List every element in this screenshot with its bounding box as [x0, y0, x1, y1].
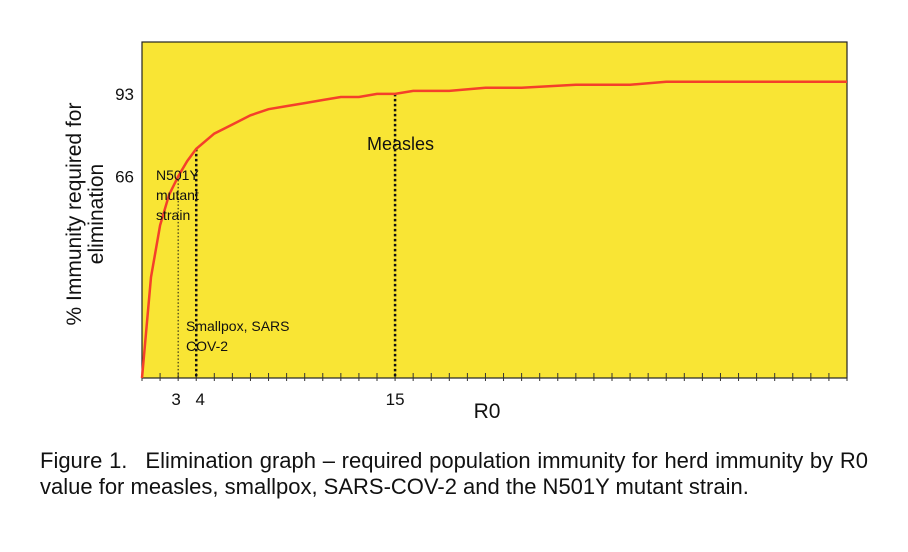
y-axis-label: % Immunity required for elimination	[64, 102, 108, 326]
annotation-n501y: N501Y mutant strain	[156, 167, 199, 223]
plot-area	[141, 41, 848, 379]
x-tick-label-15: 15	[386, 390, 405, 409]
x-axis-label: R0	[474, 400, 501, 423]
x-axis-ticks	[141, 373, 848, 381]
x-tick-label-3: 3	[171, 390, 180, 409]
caption-number: Figure 1.	[40, 448, 128, 473]
series-line	[140, 80, 847, 379]
annotation-smallpox-sars: Smallpox, SARS COV-2	[186, 318, 290, 354]
y-tick-label-66: 66	[115, 167, 134, 186]
caption-text: Elimination graph – required population …	[40, 448, 868, 499]
y-tick-label-93: 93	[115, 85, 134, 104]
figure-caption: Figure 1. Elimination graph – required po…	[40, 448, 868, 500]
marker-lines	[177, 93, 397, 378]
x-tick-label-4: 4	[195, 390, 204, 409]
annotation-measles: Measles	[367, 134, 434, 154]
